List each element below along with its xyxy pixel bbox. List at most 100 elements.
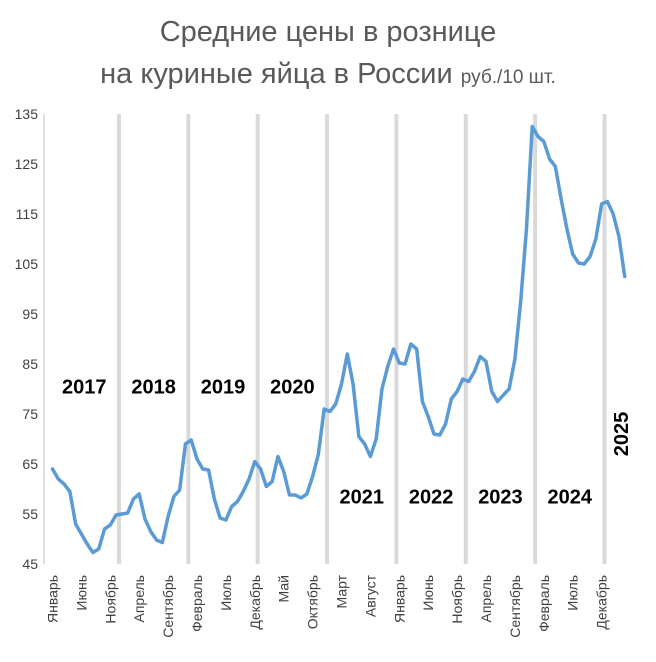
data-point xyxy=(345,352,349,356)
data-point xyxy=(449,397,453,401)
data-point xyxy=(114,513,118,517)
data-point xyxy=(328,410,332,413)
data-point xyxy=(571,252,575,256)
y-tick-label: 65 xyxy=(22,456,38,472)
data-point xyxy=(178,488,182,492)
data-point xyxy=(322,407,326,411)
data-point xyxy=(415,347,419,351)
year-label: 2019 xyxy=(201,377,246,399)
x-tick-label: Апрель xyxy=(478,575,494,623)
year-label: 2024 xyxy=(548,487,593,509)
data-point xyxy=(126,511,130,515)
year-label: 2020 xyxy=(270,377,315,399)
data-point xyxy=(600,202,604,206)
x-tick-label: Сентябрь xyxy=(507,575,523,638)
y-tick-label: 105 xyxy=(15,256,39,272)
data-point xyxy=(576,261,580,265)
data-point xyxy=(276,455,280,458)
data-point xyxy=(617,235,621,238)
data-point xyxy=(120,512,124,516)
unit-label: руб./10 шт. xyxy=(460,67,556,88)
x-tick-label: Сентябрь xyxy=(160,575,176,638)
data-point xyxy=(559,197,563,201)
data-point xyxy=(305,492,309,496)
data-point xyxy=(316,452,320,456)
data-point xyxy=(536,135,540,138)
data-point xyxy=(432,432,436,436)
data-point xyxy=(605,200,609,203)
data-point xyxy=(472,370,476,373)
data-point xyxy=(490,390,494,393)
data-point xyxy=(380,387,384,391)
data-point xyxy=(235,500,239,503)
data-point xyxy=(420,400,424,403)
x-tick-label: Ноябрь xyxy=(449,575,465,624)
data-point xyxy=(189,438,193,442)
data-point xyxy=(195,457,199,461)
data-point xyxy=(287,493,291,497)
y-tick-label: 45 xyxy=(22,556,38,572)
data-point xyxy=(270,480,274,483)
data-point xyxy=(207,468,211,472)
data-point xyxy=(496,400,500,403)
data-point xyxy=(409,342,413,346)
data-point xyxy=(461,377,465,381)
data-point xyxy=(56,477,60,481)
price-series-line xyxy=(50,124,627,555)
year-label: 2025 xyxy=(611,412,633,457)
data-point xyxy=(426,415,430,418)
data-point xyxy=(183,442,187,446)
data-point xyxy=(241,490,245,493)
data-point xyxy=(611,212,615,216)
data-point xyxy=(386,365,390,368)
x-tick-label: Апрель xyxy=(131,575,147,623)
data-point xyxy=(513,357,517,361)
data-point xyxy=(51,467,54,471)
y-tick-label: 95 xyxy=(22,306,38,322)
data-point xyxy=(588,255,592,258)
chart-title-line2: на куриные яйца в России руб./10 шт. xyxy=(0,58,656,91)
x-tick-label: Январь xyxy=(391,575,407,623)
data-point xyxy=(340,382,343,386)
data-point xyxy=(218,516,222,520)
year-label: 2018 xyxy=(131,377,176,399)
x-tick-label: Август xyxy=(362,574,378,617)
data-point xyxy=(501,393,505,397)
data-point xyxy=(623,275,627,278)
x-tick-label: Декабрь xyxy=(594,575,610,630)
data-point xyxy=(149,530,153,533)
chart-title-line1: Средние цены в рознице xyxy=(159,16,497,48)
data-point xyxy=(334,402,338,406)
x-tick-label: Октябрь xyxy=(305,575,321,629)
data-point xyxy=(444,422,448,426)
data-point xyxy=(166,515,170,518)
x-tick-label: Июнь xyxy=(420,575,436,611)
y-tick-label: 135 xyxy=(15,106,39,122)
data-point xyxy=(68,490,72,493)
data-point xyxy=(155,538,159,542)
data-point xyxy=(368,455,372,458)
data-point xyxy=(478,355,482,358)
data-point xyxy=(143,517,147,521)
data-point xyxy=(259,467,263,471)
data-point xyxy=(507,387,511,391)
data-point xyxy=(74,522,78,526)
data-point xyxy=(357,435,361,438)
data-point xyxy=(392,347,396,351)
x-tick-label: Ноябрь xyxy=(102,575,118,624)
y-tick-label: 85 xyxy=(22,356,38,372)
y-tick-label: 115 xyxy=(16,206,39,222)
x-tick-label: Январь xyxy=(45,575,61,623)
data-point xyxy=(230,505,234,508)
x-tick-label: Июль xyxy=(218,575,234,611)
data-point xyxy=(131,497,135,501)
data-point xyxy=(582,262,586,266)
data-point xyxy=(467,380,471,383)
x-tick-label: Февраль xyxy=(536,575,552,632)
data-point xyxy=(524,227,528,231)
data-point xyxy=(172,495,176,498)
x-tick-label: Март xyxy=(334,574,350,608)
data-point xyxy=(299,496,303,500)
x-tick-label: Июль xyxy=(565,575,581,611)
data-point xyxy=(79,532,83,536)
